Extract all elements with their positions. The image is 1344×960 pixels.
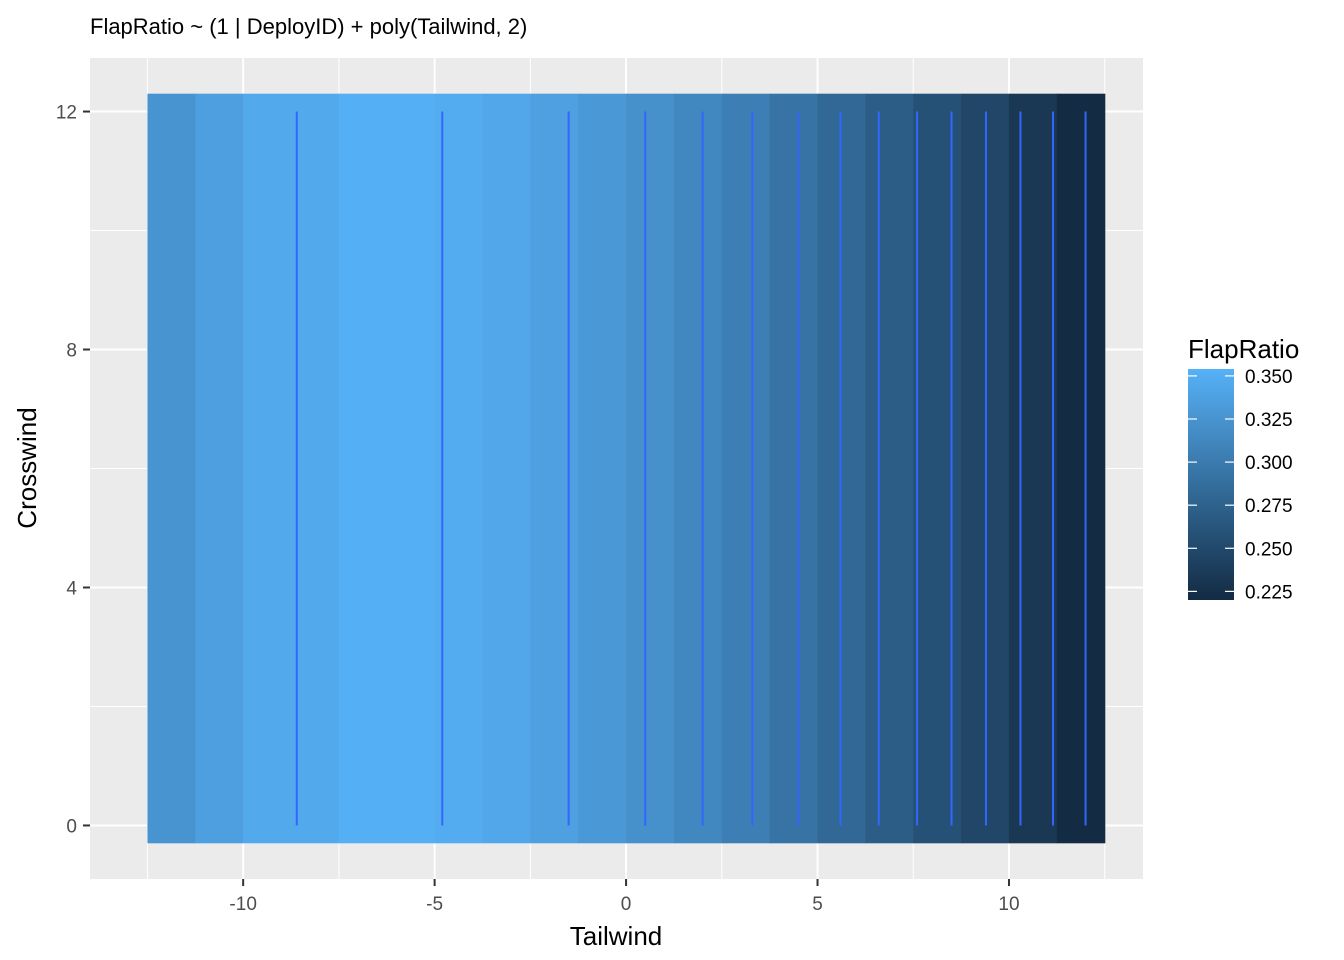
legend: FlapRatio 0.350 0.325 0.300 0.275 0.250 0.225 [1188,334,1299,603]
x-tick-label: 5 [812,894,823,915]
x-axis-label: Tailwind [570,921,663,951]
x-tick-label: 10 [998,894,1019,915]
heatmap-tile [1056,93,1106,844]
y-tick-label: 0 [66,816,77,837]
x-tick-label: 0 [621,894,632,915]
contour-lines [295,111,1087,826]
heatmap-tile [243,93,340,844]
legend-tick-label: 0.325 [1245,410,1293,431]
chart-title: FlapRatio ~ (1 | DeployID) + poly(Tailwi… [90,14,527,39]
y-tick-label: 4 [66,578,77,599]
legend-tick-label: 0.225 [1245,582,1293,603]
heatmap-tile [1008,93,1058,844]
heatmap-tile [913,93,962,844]
axes: -10 -5 0 5 10 0 4 8 12 [56,103,1020,915]
heatmap-tile [147,93,196,844]
y-tick-label: 12 [56,103,77,124]
heatmap-tile [195,93,244,844]
heatmap-tile [817,93,866,844]
heatmap-tiles [147,93,1106,844]
heatmap-tile [482,93,531,844]
y-tick-label: 8 [66,341,77,362]
y-axis-label: Crosswind [12,407,42,528]
heatmap-tile [865,93,914,844]
x-tick-label: -5 [426,894,443,915]
legend-tick-label: 0.300 [1245,453,1293,474]
heatmap-tile [338,93,436,844]
legend-tick-label: 0.250 [1245,539,1293,560]
x-tick-label: -10 [229,894,256,915]
heatmap-tile [673,93,723,844]
legend-tick-label: 0.350 [1245,367,1293,388]
heatmap-tile [721,93,771,844]
legend-colorbar [1188,369,1234,600]
heatmap-tile [769,93,819,844]
legend-tick-label: 0.275 [1245,496,1293,517]
heatmap-tile [530,93,579,844]
legend-title: FlapRatio [1188,334,1299,364]
heatmap-tile [626,93,675,844]
heatmap-tile [578,93,627,844]
